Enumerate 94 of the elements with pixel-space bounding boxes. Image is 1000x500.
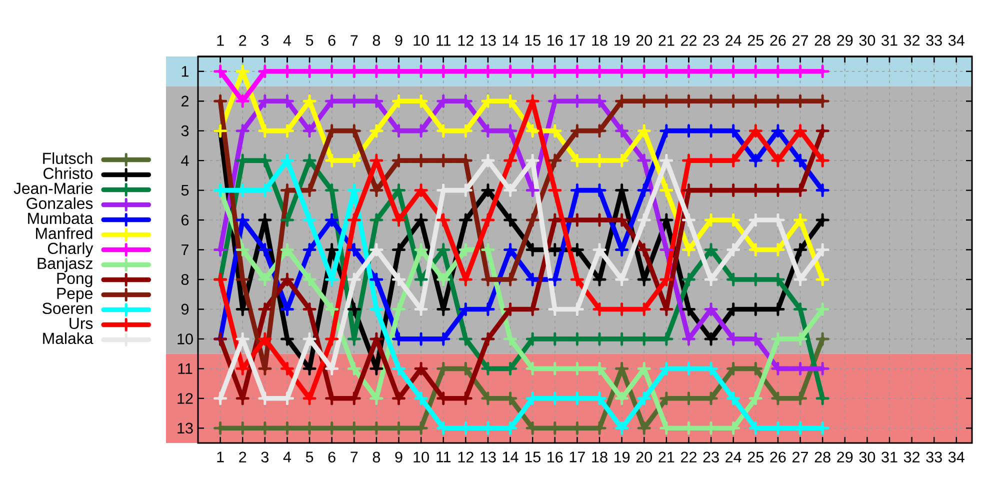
y-tick-label: 6 [182,214,189,226]
x-tick-label: 7 [350,452,358,462]
x2-tick-label: 6 [328,34,336,46]
x2-tick-label: 18 [592,34,608,46]
x-tick-label: 28 [814,452,830,463]
y-tick-label: 13 [178,422,193,434]
x2-tick-label: 7 [350,35,358,46]
x-tick-label: 26 [770,452,786,463]
x-tick-label: 30 [859,452,876,463]
x2-tick-label: 27 [792,35,808,46]
x2-tick-label: 20 [636,34,652,46]
x2-tick-label: 14 [502,35,518,46]
x-tick-label: 2 [239,452,246,462]
x-tick-label: 10 [414,452,429,463]
x-tick-label: 15 [525,452,540,462]
x2-tick-label: 2 [239,35,246,46]
legend-label: Banjasz [38,257,92,272]
y-tick-label: 1 [182,66,188,77]
legend-label: Charly [48,242,94,258]
legend-label: Pepe [57,288,92,302]
x-tick-label: 1 [217,452,224,462]
x-tick-label: 12 [458,452,474,462]
x-tick-label: 23 [703,452,719,463]
x2-tick-label: 9 [395,34,402,46]
y-tick-label: 7 [182,244,188,256]
x-tick-label: 27 [792,452,808,462]
y-tick-label: 9 [181,304,189,315]
x-tick-label: 11 [436,452,451,462]
legend-label: Gonzales [26,197,93,210]
x2-tick-label: 22 [681,35,696,46]
y-tick-label: 10 [178,334,193,344]
x-tick-label: 25 [748,452,764,463]
x2-tick-label: 19 [614,34,630,46]
x-tick-label: 22 [681,452,696,462]
x-tick-label: 16 [548,452,563,463]
x-tick-label: 21 [658,452,674,462]
x2-tick-label: 24 [726,35,742,46]
x-tick-label: 13 [480,452,496,463]
legend-label: Jean-Marie [14,182,92,194]
legend-label: Manfred [36,227,92,240]
legend-label: Soeren [42,302,92,314]
x2-tick-label: 21 [658,35,674,46]
x2-tick-label: 4 [283,35,292,46]
x2-tick-label: 16 [548,34,563,46]
legend-label: Malaka [43,332,94,344]
x-tick-label: 4 [283,452,292,462]
x-tick-label: 29 [837,452,853,463]
x-tick-label: 17 [570,452,585,462]
x2-tick-label: 17 [570,35,585,46]
x2-tick-label: 1 [217,35,224,46]
x2-tick-label: 25 [748,34,764,46]
x2-tick-label: 28 [814,34,830,46]
y-tick-label: 3 [181,125,189,136]
x-tick-label: 33 [926,452,942,463]
legend-label: Mumbata [28,212,94,224]
y-tick-label: 11 [178,363,192,374]
x2-tick-label: 15 [525,35,540,46]
y-tick-label: 2 [182,96,188,106]
x-tick-label: 8 [372,452,380,463]
x-tick-label: 6 [328,452,336,463]
y-tick-label: 12 [178,393,193,404]
x-tick-label: 24 [726,452,742,462]
x-tick-label: 3 [261,452,268,463]
x2-tick-label: 26 [770,34,786,46]
legend-label: Christo [44,167,93,180]
x-tick-label: 34 [948,452,964,463]
x2-tick-label: 31 [882,34,898,46]
x2-tick-label: 33 [926,34,942,46]
x2-tick-label: 5 [306,35,314,46]
x2-tick-label: 10 [414,34,429,46]
x-tick-label: 5 [306,452,314,462]
legend-label: Pong [57,272,92,288]
x-tick-label: 32 [904,452,920,463]
x-tick-label: 19 [614,452,630,463]
x2-tick-label: 34 [948,34,964,46]
x2-tick-label: 13 [480,34,496,46]
x2-tick-label: 23 [703,34,719,46]
x2-tick-label: 12 [458,35,474,46]
y-tick-label: 5 [181,184,189,196]
x2-tick-label: 30 [859,34,876,46]
legend-label: Flutsch [43,152,92,164]
legend-label: Urs [70,318,93,330]
x2-tick-label: 11 [436,35,451,46]
x2-tick-label: 29 [837,34,853,46]
x2-tick-label: 32 [904,34,920,46]
x2-tick-label: 3 [261,34,268,46]
x-tick-label: 14 [502,452,518,462]
y-tick-label: 8 [181,274,189,285]
x-tick-label: 20 [636,452,652,463]
x-tick-label: 9 [395,452,402,463]
x-tick-label: 18 [592,452,608,463]
x2-tick-label: 8 [372,34,380,46]
x-tick-label: 31 [882,452,898,463]
y-tick-label: 4 [181,155,189,166]
